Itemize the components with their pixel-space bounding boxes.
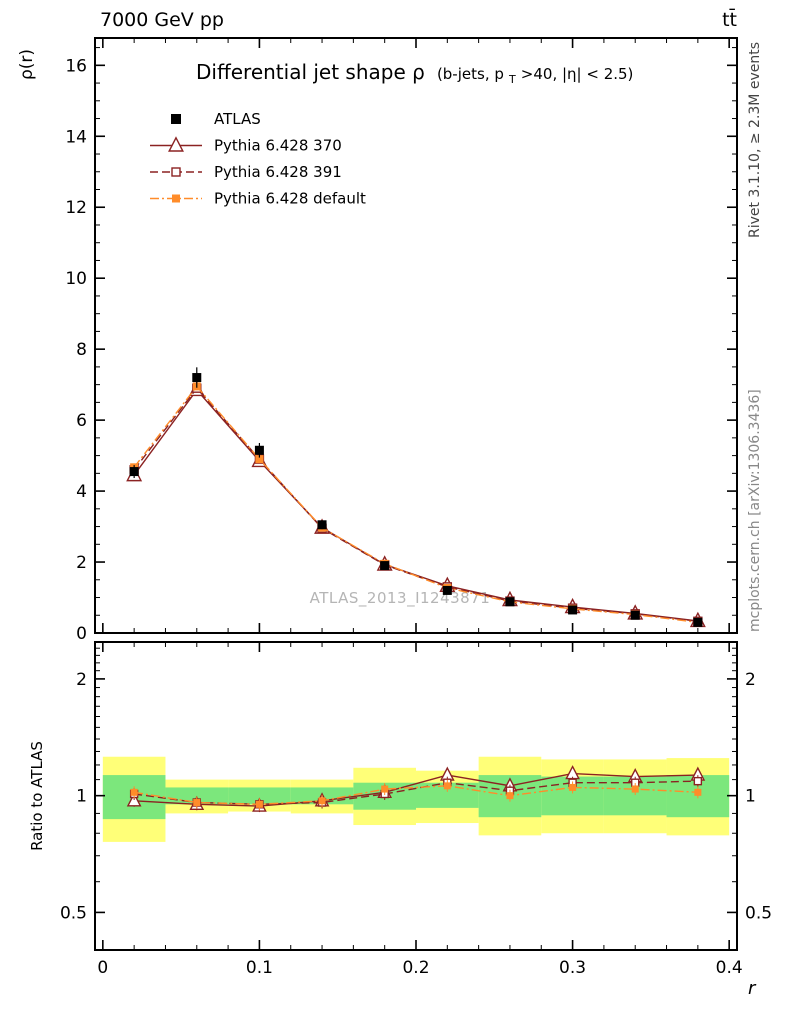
legend: ATLAS Pythia 6.428 370 Pythia 6.428 391 Pyt…	[150, 110, 366, 208]
atlas-data-point	[192, 373, 202, 383]
ratio-point	[694, 788, 702, 796]
atlas-data-point	[129, 467, 139, 477]
ratio-line	[134, 772, 698, 807]
legend-label: ATLAS	[214, 110, 261, 128]
header-beam-energy: 7000 GeV pp	[100, 9, 224, 31]
atlas-data-point	[505, 597, 515, 607]
legend-item-atlas: ATLAS	[171, 110, 261, 128]
y-tick-label-main: 16	[65, 56, 87, 76]
plot-title-sub-end: >40, |η| < 2.5)	[521, 65, 634, 83]
ratio-point	[193, 799, 201, 807]
series-atlas	[129, 367, 703, 627]
rivet-version-text: Rivet 3.1.10, ≥ 2.3M events	[747, 42, 763, 238]
y-tick-label-main: 8	[76, 340, 87, 360]
plot-title-subscript: T	[508, 73, 516, 86]
atlas-data-point	[442, 585, 452, 595]
x-axis-label: r	[748, 978, 757, 999]
main-panel-frame	[94, 37, 738, 634]
atlas-data-point	[254, 445, 264, 455]
legend-label: Pythia 6.428 370	[214, 137, 342, 155]
ratio-point	[381, 785, 389, 793]
atlas-data-point	[380, 561, 390, 571]
ratio-point	[318, 797, 326, 805]
plot-title-sub: (b-jets, p	[437, 65, 504, 83]
y-tick-label-main: 12	[65, 198, 87, 218]
y-tick-label-ratio-left: 0.5	[60, 903, 87, 923]
ratio-point	[569, 783, 577, 791]
ratio-line	[134, 780, 698, 806]
legend-item-pythia-6-428-391: Pythia 6.428 391	[150, 163, 342, 181]
plot-title: Differential jet shape ρ (b-jets, p T >4…	[196, 60, 633, 87]
y-tick-label-main: 4	[76, 482, 87, 502]
y-tick-label-main: 10	[65, 269, 87, 289]
plot-title-main: Differential jet shape ρ	[196, 60, 425, 84]
series-line	[133, 385, 698, 624]
ratio-point	[130, 788, 138, 796]
x-tick-label: 0.4	[716, 958, 743, 978]
x-tick-label: 0	[97, 958, 108, 978]
ratio-point	[693, 776, 703, 786]
ratio-point	[443, 782, 451, 790]
atlas-data-point	[317, 520, 327, 530]
legend-label: Pythia 6.428 391	[214, 163, 342, 181]
y-axis-label-main: ρ(r)	[17, 49, 37, 80]
band-green	[228, 787, 291, 805]
y-tick-label-main: 0	[76, 624, 87, 644]
data-point	[255, 455, 264, 464]
atlas-data-point	[568, 605, 578, 615]
ratio-point	[631, 785, 639, 793]
series-line	[133, 388, 698, 622]
x-tick-label: 0.3	[559, 958, 586, 978]
legend-item-pythia-6-428-370: Pythia 6.428 370	[150, 136, 342, 155]
legend-marker	[171, 167, 181, 177]
ratio-point	[506, 792, 514, 800]
y-axis-label-ratio: Ratio to ATLAS	[28, 741, 46, 851]
y-tick-label-ratio-right: 1	[745, 787, 756, 807]
x-tick-label: 0.1	[246, 958, 273, 978]
atlas-data-point	[630, 610, 640, 620]
y-tick-label-ratio-left: 2	[76, 670, 87, 690]
legend-label: Pythia 6.428 default	[214, 190, 366, 208]
ratio-series-pythia-6-428-default	[130, 779, 702, 811]
ratio-point	[255, 800, 263, 808]
atlas-data-point	[693, 617, 703, 627]
axis-ticks	[95, 38, 737, 950]
mcplots-credit-text: mcplots.cern.ch [arXiv:1306.3436]	[747, 389, 763, 632]
x-tick-label: 0.2	[402, 958, 429, 978]
legend-marker-atlas	[171, 114, 181, 124]
y-tick-label-ratio-right: 2	[745, 670, 756, 690]
legend-item-pythia-6-428-default: Pythia 6.428 default	[150, 190, 366, 208]
y-tick-label-main: 6	[76, 411, 87, 431]
y-tick-label-main: 14	[65, 127, 87, 147]
legend-marker	[168, 136, 184, 152]
legend-marker	[172, 194, 180, 203]
series-line	[133, 387, 698, 622]
y-tick-label-main: 2	[76, 553, 87, 573]
y-tick-label-ratio-right: 0.5	[745, 903, 772, 923]
y-tick-label-ratio-left: 1	[76, 787, 87, 807]
header-process: tt̄	[722, 7, 737, 31]
